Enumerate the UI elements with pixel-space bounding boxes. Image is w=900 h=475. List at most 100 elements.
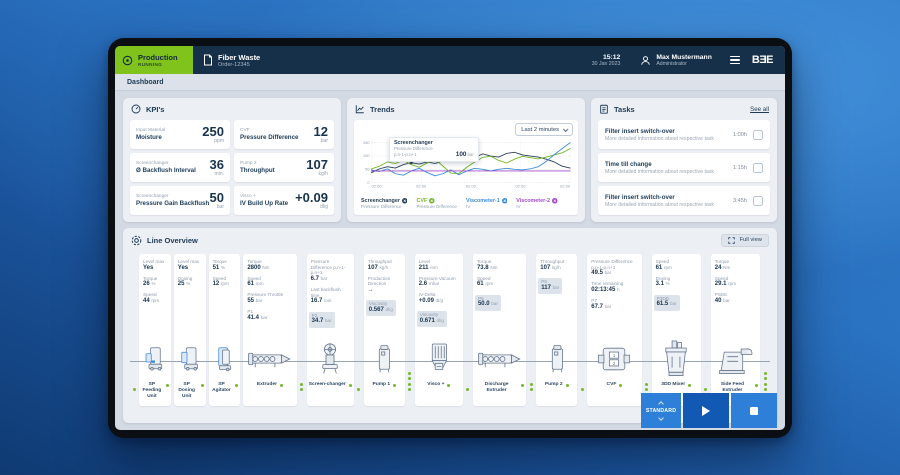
tooltip-formula: p,n-1-p,n+1 <box>393 151 417 157</box>
kpi-text: Pump 2 Throughput <box>240 161 306 174</box>
machine-card-screen-changer[interactable]: Pressure Difference p,n-1-p,n+1 6.7 bar L… <box>306 254 354 406</box>
legend-remove-icon[interactable] <box>501 198 508 204</box>
param-value: → <box>367 286 374 293</box>
machine-params: Torque 24 Nm Speed 29.1 rpm PSEE 40 bar <box>711 254 760 342</box>
machine-card-extruder[interactable]: Torque 2800 Nm Speed 61 rpm Pressure Throt… <box>243 254 297 406</box>
order-document-icon <box>203 54 213 66</box>
param-value: 0.671 dl/g <box>419 317 444 324</box>
param-value: 2800 Nm <box>247 264 270 271</box>
kpi-name: Pressure Gain Backflush <box>136 199 210 207</box>
param-name: P5 <box>477 295 484 301</box>
task-description: More detailed information about respecti… <box>605 168 714 175</box>
machine-card-3dd-mixer[interactable]: Speed 61 rpm Dosing 3.1 % P3DD 61.5 bar 3D… <box>651 254 701 406</box>
machine-label-row: CVF <box>587 380 641 406</box>
kpi-unit: min. <box>214 171 224 177</box>
machine-card-pump-2[interactable]: Throughput 107 kg/h P6 117 bar Pump 2 <box>536 254 578 406</box>
kpi-card[interactable]: Screenchanger Ø Backflush Interval 36 mi… <box>130 153 230 182</box>
machine-card-sp-agitator[interactable]: Torque 51 % Speed 12 rpm SP Agitator <box>208 254 241 406</box>
transfer-point-dots <box>641 254 652 406</box>
param-name: Throughput <box>367 259 392 264</box>
legend-item[interactable]: Viscometer-1 IV <box>465 198 508 209</box>
trends-chart[interactable]: 0 50 100 150 02:00 02:00 02:00 02:00 02:00 Scree… <box>359 136 573 194</box>
param-value: 61.5 bar <box>656 301 677 308</box>
legend-remove-icon[interactable] <box>552 198 558 204</box>
legend-item[interactable]: CVF Pressure Difference <box>416 198 457 209</box>
task-item[interactable]: Filter insert switch-over More detailed … <box>598 120 770 149</box>
kpi-value: +0.09 <box>295 190 328 205</box>
kpi-card[interactable]: Input Material Moisture 250 ppm <box>130 120 230 149</box>
line-connector <box>296 361 307 362</box>
kpi-value-block: 50 bar <box>210 191 224 210</box>
time-value: 15:12 <box>602 53 621 61</box>
task-checkbox[interactable] <box>753 195 763 206</box>
kpi-title: KPI's <box>146 104 165 114</box>
machine-label-row: Extruder <box>243 380 296 406</box>
param-value: 34.7 bar <box>311 318 332 325</box>
machine-status-dot <box>280 384 284 387</box>
machine-icon-zone <box>243 342 297 380</box>
status-dot <box>763 388 767 391</box>
legend-series-sub: IV <box>465 204 471 209</box>
machine-param: Viscosity 0.671 dl/g <box>416 309 459 328</box>
legend-series-name: CVF <box>416 198 428 204</box>
param-value: 40 bar <box>714 297 730 304</box>
order-info[interactable]: Fiber Waste Order-12345 <box>193 46 270 74</box>
chevron-down-icon <box>658 414 664 421</box>
stop-button[interactable] <box>731 393 777 428</box>
machine-param: Dosing 3.1 % <box>656 276 697 289</box>
app-screen: Production RUNNING Fiber Waste Order-123… <box>115 46 785 430</box>
mode-selector-button[interactable]: STANDARD <box>641 393 681 428</box>
machine-card-sp-feeding-unit[interactable]: Level max Yes Torque 26 % Speed 44 rpm SP … <box>139 254 171 406</box>
task-description: More detailed information about respecti… <box>605 135 714 142</box>
column-gap <box>205 254 209 406</box>
param-name: P7 <box>591 297 597 303</box>
machine-label-row: Visco + <box>415 380 463 406</box>
param-name: P6 <box>541 279 547 284</box>
task-item[interactable]: Filter insert switch-over More detailed … <box>598 186 770 215</box>
legend-remove-icon[interactable] <box>401 198 408 204</box>
legend-item[interactable]: Viscometer-2 IV <box>516 198 558 209</box>
svg-text:02:00: 02:00 <box>560 185 570 189</box>
param-name: Speed <box>714 275 729 281</box>
kpi-name: Moisture <box>136 133 162 141</box>
machine-params: Pressure Difference p,n-1-p,n+1 6.7 bar L… <box>307 254 354 342</box>
task-checkbox[interactable] <box>753 162 763 173</box>
machine-card-discharge-extruder[interactable]: Torque 73.8 Nm Speed 61 rpm P5 50.0 bar Di… <box>472 254 527 406</box>
legend-remove-icon[interactable] <box>429 198 435 204</box>
time-range-dropdown[interactable]: Last 2 minutes <box>515 123 573 136</box>
start-button[interactable] <box>683 393 729 428</box>
see-all-link[interactable]: See all <box>750 105 769 113</box>
kpi-value-block: 36 min. <box>210 158 224 177</box>
legend-item[interactable]: Screenchanger Pressure Difference <box>361 198 408 209</box>
machine-card-visco-[interactable]: Level 211 mm Pressure Vacuum 2.6 mbar IV-D… <box>414 254 463 406</box>
status-dot <box>580 388 584 391</box>
param-value: Yes <box>177 264 189 271</box>
status-dot <box>763 382 767 386</box>
task-checkbox[interactable] <box>753 129 763 140</box>
param-name: Torque <box>247 259 262 264</box>
kpi-card[interactable]: Visco + IV Build Up Rate +0.09 dl/g <box>234 186 334 215</box>
machine-params: Throughput 107 kg/h Production Direction … <box>364 254 405 342</box>
machine-label: SP Feeding Unit <box>142 382 162 400</box>
task-title: Time till change <box>605 160 652 168</box>
param-name: Viscosity <box>368 301 388 307</box>
user-menu[interactable]: Max Mustermann Administrator <box>630 46 722 74</box>
machine-card-cvf[interactable]: Pressure Difference p,n-1-p,n+1 49.5 bar… <box>587 254 642 406</box>
machine-status-dot <box>755 384 758 387</box>
dashboard-content: KPI's Input Material Moisture 250 ppm CV… <box>115 91 785 430</box>
full-view-button[interactable]: Full view <box>721 233 769 247</box>
kpi-unit: bar <box>320 138 328 144</box>
status-dot <box>408 371 412 375</box>
kpi-card[interactable]: Screenchanger Pressure Gain Backflush 50… <box>130 186 230 215</box>
machine-card-pump-1[interactable]: Throughput 107 kg/h Production Direction … <box>363 254 405 406</box>
kpi-card[interactable]: CVF Pressure Difference 12 bar <box>234 120 334 149</box>
machine-card-side-feed-extruder[interactable]: Torque 24 Nm Speed 29.1 rpm PSEE 40 bar Si… <box>710 254 760 406</box>
task-item[interactable]: Time till change More detailed informati… <box>598 153 770 182</box>
production-tab[interactable]: Production RUNNING <box>115 46 193 74</box>
param-name: Speed <box>247 275 261 281</box>
kpi-card[interactable]: Pump 2 Throughput 107 kg/h <box>234 153 334 182</box>
hamburger-menu-icon[interactable] <box>722 46 748 74</box>
machine-param: Speed 61 rpm <box>477 276 522 289</box>
machine-card-sp-dosing-unit[interactable]: Level max Yes Dosing 25 % SP Dosing Unit <box>173 254 206 406</box>
